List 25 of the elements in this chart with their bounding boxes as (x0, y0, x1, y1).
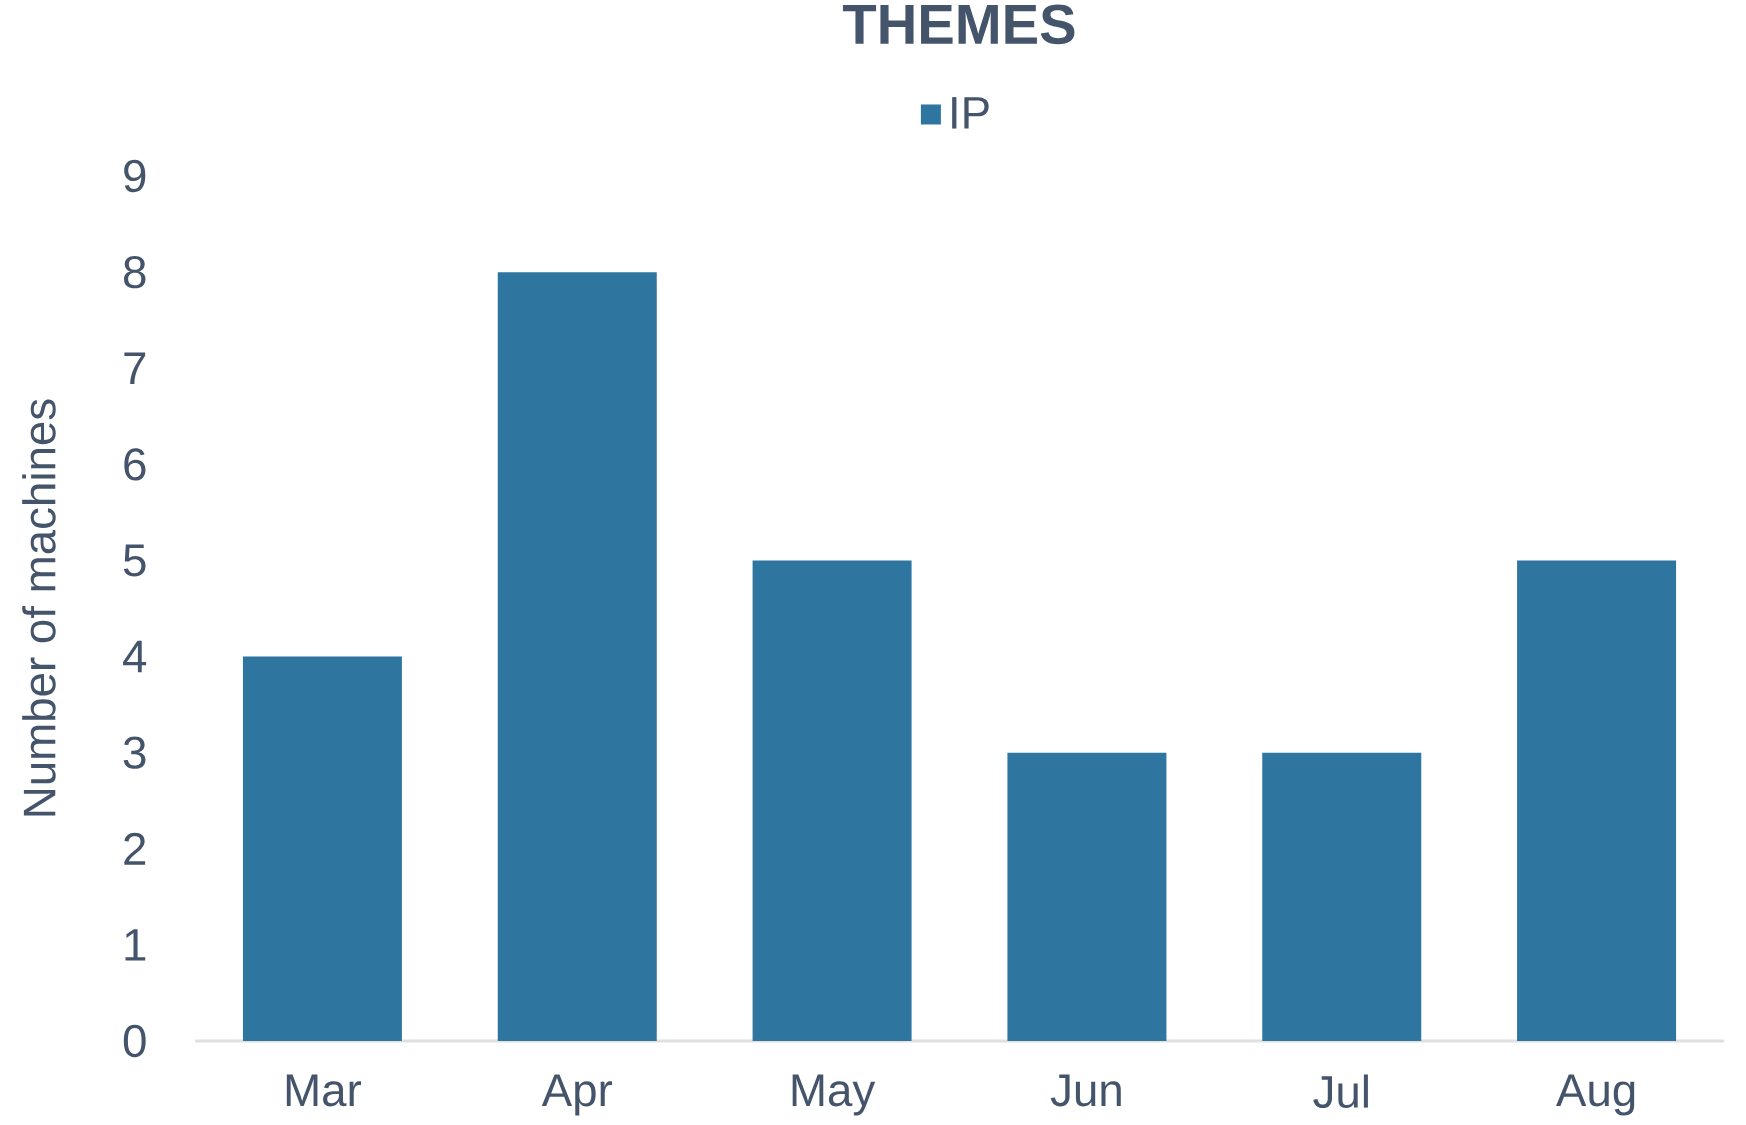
legend-label: IP (952, 97, 989, 129)
bar (1517, 560, 1677, 1041)
x-tick-label: May (792, 1074, 876, 1116)
y-tick-label: 5 (123, 544, 146, 577)
y-tick-label: 3 (123, 736, 146, 769)
bar (242, 656, 402, 1041)
x-tick-label: Aug (1556, 1074, 1635, 1116)
y-tick-label: 4 (123, 640, 147, 673)
bar (1262, 752, 1422, 1041)
bar (1007, 752, 1167, 1041)
y-axis-title: Number of machines (22, 399, 56, 816)
y-tick-label: 7 (124, 352, 146, 384)
y-tick-label: 8 (124, 255, 146, 289)
bar (497, 272, 657, 1041)
bar (752, 560, 912, 1041)
y-tick-label: 1 (125, 929, 146, 961)
x-tick-label: Apr (541, 1074, 613, 1116)
y-tick-label: 6 (124, 448, 146, 481)
chart-title: THEMES (842, 4, 1075, 45)
y-tick-label: 2 (124, 832, 146, 865)
x-tick-label: Jul (1313, 1074, 1368, 1109)
y-tick-label: 0 (123, 1024, 146, 1058)
y-tick-label: 9 (124, 159, 146, 193)
x-tick-label: Mar (286, 1074, 361, 1107)
x-tick-label: Jun (1050, 1074, 1121, 1107)
